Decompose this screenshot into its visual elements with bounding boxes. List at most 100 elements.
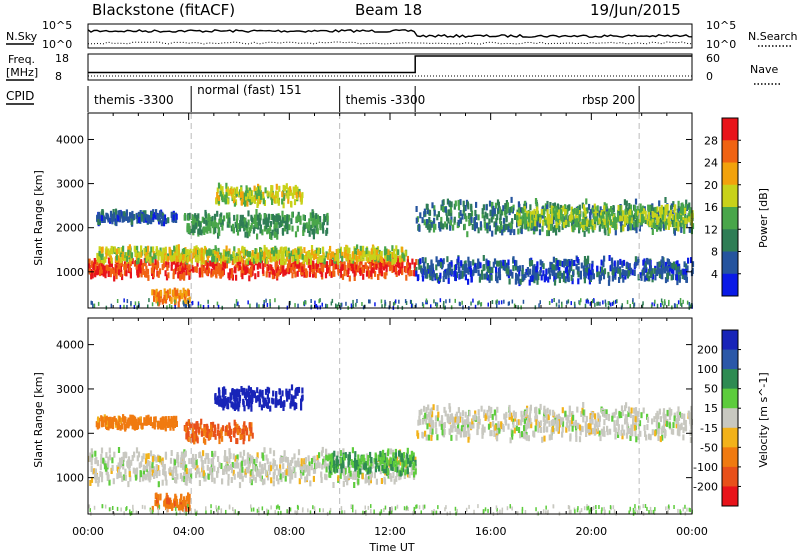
ground-scatter-cell bbox=[498, 300, 500, 305]
echo-cell bbox=[535, 274, 538, 281]
echo-cell bbox=[290, 267, 293, 273]
echo-cell bbox=[389, 448, 393, 455]
echo-cell bbox=[171, 250, 174, 256]
echo-cell bbox=[417, 259, 420, 266]
echo-cell bbox=[262, 263, 265, 270]
echo-cell bbox=[123, 211, 126, 218]
echo-cell bbox=[139, 476, 142, 483]
echo-cell bbox=[239, 214, 242, 221]
echo-cell bbox=[312, 263, 315, 269]
ground-scatter-cell bbox=[558, 299, 560, 304]
echo-cell bbox=[184, 254, 187, 261]
echo-cell bbox=[353, 482, 356, 488]
echo-cell bbox=[534, 198, 538, 204]
echo-cell bbox=[211, 450, 214, 457]
echo-cell bbox=[228, 212, 231, 219]
echo-cell bbox=[551, 270, 554, 277]
echo-cell bbox=[584, 272, 587, 279]
echo-cell bbox=[401, 262, 404, 269]
echo-cell bbox=[550, 223, 553, 230]
echo-cell bbox=[419, 212, 422, 219]
echo-cell bbox=[319, 216, 322, 222]
ground-scatter-cell bbox=[352, 303, 355, 308]
echo-cell bbox=[664, 204, 667, 211]
echo-cell bbox=[297, 449, 301, 456]
echo-cell bbox=[151, 289, 154, 296]
echo-cell bbox=[136, 217, 139, 224]
echo-cell bbox=[578, 214, 581, 220]
echo-cell bbox=[598, 218, 601, 225]
echo-cell bbox=[267, 213, 270, 220]
ground-scatter-cell bbox=[435, 302, 437, 307]
echo-cell bbox=[137, 417, 140, 424]
echo-cell bbox=[634, 219, 637, 226]
echo-cell bbox=[619, 205, 622, 212]
echo-cell bbox=[675, 268, 678, 275]
echo-cell bbox=[153, 473, 156, 479]
echo-cell bbox=[185, 269, 188, 276]
ground-scatter-cell bbox=[573, 301, 576, 306]
echo-cell bbox=[319, 222, 322, 229]
echo-cell bbox=[225, 254, 228, 261]
echo-cell bbox=[152, 271, 155, 278]
echo-cell bbox=[347, 256, 350, 263]
echo-cell bbox=[582, 265, 585, 272]
echo-cell bbox=[399, 255, 402, 262]
echo-cell bbox=[353, 270, 356, 277]
echo-cell bbox=[469, 268, 473, 275]
echo-cell bbox=[296, 225, 299, 232]
echo-cell bbox=[608, 275, 611, 282]
ground-scatter-cell bbox=[555, 302, 558, 307]
echo-cell bbox=[509, 206, 512, 213]
echo-cell bbox=[485, 271, 488, 278]
ground-scatter-cell bbox=[93, 303, 96, 308]
echo-cell bbox=[123, 269, 126, 276]
ground-scatter-cell bbox=[384, 299, 386, 304]
echo-cell bbox=[525, 216, 528, 223]
echo-cell bbox=[296, 186, 299, 193]
echo-cell bbox=[552, 226, 555, 233]
echo-cell bbox=[371, 259, 374, 266]
echo-cell bbox=[219, 184, 222, 191]
nsky-tick-top: 10^5 bbox=[42, 19, 72, 32]
echo-cell bbox=[194, 266, 197, 273]
echo-cell bbox=[525, 268, 528, 275]
echo-cell bbox=[321, 246, 325, 253]
echo-cell bbox=[677, 274, 680, 281]
echo-cell bbox=[217, 222, 220, 229]
echo-cell bbox=[309, 480, 312, 487]
echo-cell bbox=[451, 268, 454, 275]
echo-cell bbox=[619, 258, 622, 265]
echo-cell bbox=[558, 226, 561, 233]
echo-cell bbox=[344, 468, 347, 474]
echo-cell bbox=[136, 245, 139, 252]
echo-cell bbox=[282, 254, 285, 260]
echo-cell bbox=[321, 256, 324, 263]
echo-cell bbox=[574, 218, 577, 225]
echo-cell bbox=[201, 461, 204, 468]
echo-cell bbox=[241, 191, 244, 198]
echo-cell bbox=[436, 260, 440, 267]
echo-cell bbox=[429, 224, 432, 231]
echo-cell bbox=[169, 418, 172, 425]
ground-scatter-cell bbox=[130, 301, 132, 305]
echo-cell bbox=[335, 263, 338, 270]
echo-cell bbox=[673, 215, 676, 222]
echo-cell bbox=[496, 276, 499, 283]
ground-scatter-cell bbox=[574, 304, 576, 309]
echo-cell bbox=[157, 481, 160, 488]
echo-cell bbox=[243, 459, 246, 466]
echo-cell bbox=[175, 466, 178, 473]
echo-cell bbox=[255, 193, 258, 200]
echo-cell bbox=[440, 216, 443, 223]
echo-cell bbox=[620, 210, 623, 217]
echo-cell bbox=[432, 226, 436, 233]
echo-cell bbox=[131, 258, 134, 265]
echo-cell bbox=[145, 214, 149, 221]
echo-cell bbox=[532, 223, 535, 230]
echo-cell bbox=[211, 221, 214, 228]
echo-cell bbox=[495, 271, 498, 278]
echo-cell bbox=[491, 210, 494, 217]
echo-cell bbox=[571, 260, 574, 267]
echo-cell bbox=[536, 221, 539, 228]
